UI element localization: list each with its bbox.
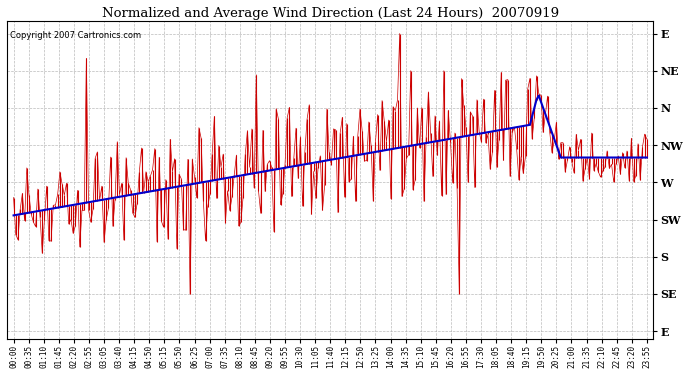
Title: Normalized and Average Wind Direction (Last 24 Hours)  20070919: Normalized and Average Wind Direction (L…	[101, 7, 559, 20]
Text: Copyright 2007 Cartronics.com: Copyright 2007 Cartronics.com	[10, 31, 141, 40]
